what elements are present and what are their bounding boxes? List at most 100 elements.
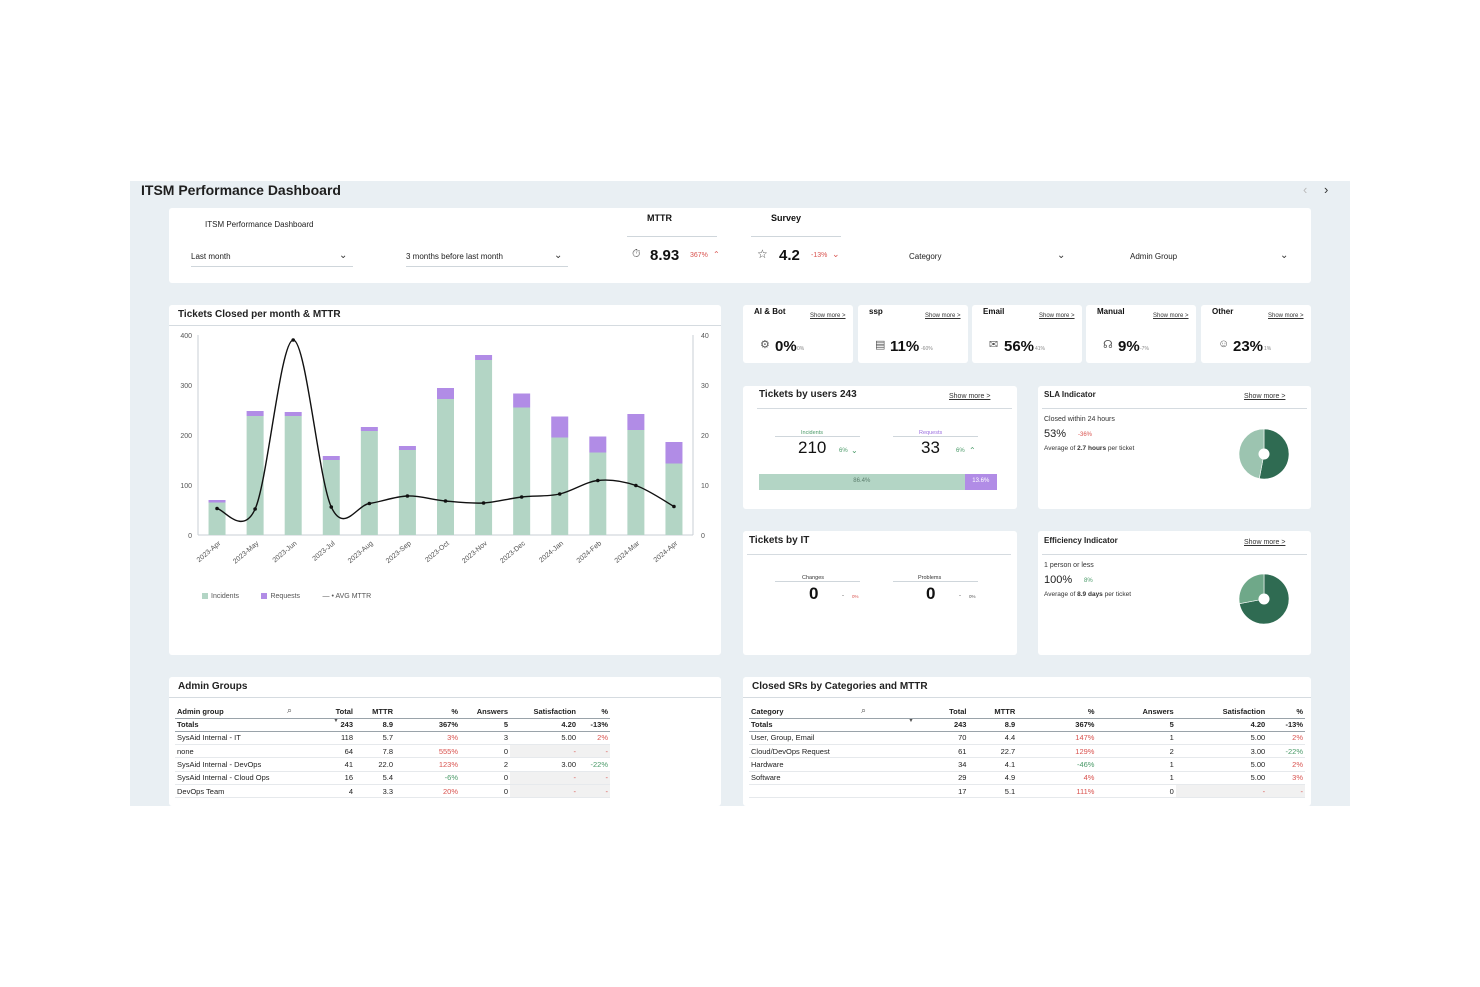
table-cell: -22% xyxy=(1267,744,1305,759)
totals-row[interactable]: Totals 243 8.9 367% 5 4.20 -13% xyxy=(175,718,610,732)
dashboard-name: ITSM Performance Dashboard xyxy=(205,220,314,229)
table-row[interactable]: 17 5.1 111% 0- - xyxy=(749,784,1305,799)
mttr-point xyxy=(596,478,600,483)
admin-group-dropdown[interactable]: Admin Group ⌄ xyxy=(1130,250,1290,266)
next-page-button[interactable]: › xyxy=(1324,182,1329,197)
table-row[interactable]: SysAid Internal - Cloud Ops 16 5.4 -6% 0- - xyxy=(175,771,610,785)
mttr-point xyxy=(367,501,372,506)
bar-incidents xyxy=(589,452,607,535)
period-value: Last month xyxy=(191,252,231,261)
bar-requests xyxy=(665,442,683,464)
source-show-more-link[interactable]: Show more > xyxy=(1039,313,1075,319)
table-cell: 367% xyxy=(395,718,460,732)
users-show-more-link[interactable]: Show more > xyxy=(949,393,991,400)
totals-row[interactable]: Totals 243 8.9 367% 5 4.20 -13% xyxy=(749,718,1305,732)
column-header[interactable]: Total xyxy=(895,705,969,719)
efficiency-show-more-link[interactable]: Show more > xyxy=(1244,539,1286,546)
mttr-point xyxy=(329,505,334,509)
table-cell: 5.7 xyxy=(355,731,395,746)
column-header[interactable]: % xyxy=(1017,705,1097,719)
table-cell: 243 xyxy=(295,718,355,732)
x-tick-label: 2024-Apr xyxy=(653,540,680,564)
bot-icon: ⚙ xyxy=(760,339,770,351)
source-label: Manual xyxy=(1097,307,1125,316)
chevron-down-icon: ⌄ xyxy=(832,249,840,259)
table-cell: SysAid Internal - Cloud Ops xyxy=(175,771,295,785)
table-cell: User, Group, Email xyxy=(749,731,896,746)
column-header[interactable]: % xyxy=(1267,705,1305,719)
column-header[interactable]: Admin group xyxy=(175,705,295,719)
tickets-by-users-card: Tickets by users 243 Show more > Inciden… xyxy=(743,386,1017,509)
source-show-more-link[interactable]: Show more > xyxy=(925,313,961,319)
table-cell: Totals xyxy=(749,718,896,732)
table-cell: 0 xyxy=(460,744,510,759)
table-cell: 7.8 xyxy=(355,744,395,759)
table-row[interactable]: User, Group, Email 70 4.4 147% 1 5.00 2% xyxy=(749,731,1305,746)
source-show-more-link[interactable]: Show more > xyxy=(810,313,846,319)
sla-change: -36% xyxy=(1078,432,1093,438)
mttr-point xyxy=(634,483,638,488)
table-cell: 0 xyxy=(460,771,510,785)
x-tick-label: 2023-Oct xyxy=(424,540,451,564)
sla-donut-chart xyxy=(1238,428,1290,480)
problems-dash: - xyxy=(959,593,961,599)
table-cell: 20% xyxy=(395,784,460,799)
table-row[interactable]: Hardware 34 4.1 -46% 1 5.00 2% xyxy=(749,757,1305,772)
category-dropdown[interactable]: Category ⌄ xyxy=(909,250,1069,266)
table-cell: 3% xyxy=(1267,771,1305,785)
column-header[interactable]: Satisfaction xyxy=(1175,705,1268,719)
source-change: 1% xyxy=(1264,346,1272,352)
sla-show-more-link[interactable]: Show more > xyxy=(1244,393,1286,400)
page-title: ITSM Performance Dashboard xyxy=(141,182,341,198)
table-row[interactable]: SysAid Internal - DevOps 41 22.0 123% 2 3.00-… xyxy=(175,757,610,772)
requests-change: 6% xyxy=(956,448,965,454)
x-tick-label: 2023-Aug xyxy=(347,540,375,565)
chevron-up-icon: ⌃ xyxy=(969,446,976,455)
source-card-other: Other Show more > ☺ 23% 1% xyxy=(1201,305,1311,363)
mttr-point xyxy=(672,504,676,509)
column-header[interactable]: Answers xyxy=(460,705,510,719)
y2-tick-label: 30 xyxy=(701,383,709,390)
source-card-ssp: ssp Show more > ▤ 11% -60% xyxy=(858,305,968,363)
source-show-more-link[interactable]: Show more > xyxy=(1268,313,1304,319)
source-value: 11% xyxy=(890,338,920,355)
sla-average: Average of 2.7 hours per ticket xyxy=(1044,445,1135,452)
compare-dropdown[interactable]: 3 months before last month ⌄ xyxy=(406,250,568,267)
donut-hole xyxy=(1258,593,1270,605)
y2-tick-label: 20 xyxy=(701,433,709,440)
source-label: Email xyxy=(983,307,1005,316)
column-header[interactable]: % xyxy=(578,705,610,719)
x-tick-label: 2023-Sep xyxy=(385,540,413,565)
column-header[interactable]: MTTR xyxy=(355,705,395,719)
efficiency-value: 100% xyxy=(1044,574,1073,586)
table-row[interactable]: Software 29 4.9 4% 1 5.00 3% xyxy=(749,771,1305,785)
table-cell: 2% xyxy=(1267,731,1305,746)
table-cell: -22% xyxy=(578,757,610,772)
bar-requests xyxy=(398,446,416,450)
table-cell: 4.4 xyxy=(968,731,1018,746)
category-value: Category xyxy=(909,252,942,261)
bar-requests xyxy=(627,414,645,430)
prev-page-button[interactable]: ‹ xyxy=(1303,182,1308,197)
table-row[interactable]: SysAid Internal - IT 118 5.7 3% 3 5.00 2% xyxy=(175,731,610,746)
column-header[interactable]: Satisfaction xyxy=(510,705,578,719)
admin-groups-title: Admin Groups xyxy=(178,681,248,692)
source-show-more-link[interactable]: Show more > xyxy=(1153,313,1189,319)
period-dropdown[interactable]: Last month ⌄ xyxy=(191,250,353,267)
table-cell: 111% xyxy=(1017,784,1097,799)
column-header[interactable]: Category xyxy=(749,705,896,719)
chevron-down-icon: ⌄ xyxy=(339,250,348,261)
table-cell: -6% xyxy=(395,771,460,785)
admin-groups-card: Admin Groups ⌕ ▼ Admin group Total MTTR% An… xyxy=(169,677,721,806)
table-cell: SysAid Internal - IT xyxy=(175,731,295,746)
table-row[interactable]: DevOps Team 4 3.3 20% 0- - xyxy=(175,784,610,799)
table-cell: 0 xyxy=(1096,784,1176,799)
column-header[interactable]: % xyxy=(395,705,460,719)
column-header[interactable]: Answers xyxy=(1096,705,1176,719)
table-row[interactable]: none 64 7.8 555% 0- - xyxy=(175,744,610,759)
bar-incidents xyxy=(322,460,340,535)
headset-icon: ☊ xyxy=(1103,339,1113,351)
table-row[interactable]: Cloud/DevOps Request 61 22.7 129% 2 3.00 -22% xyxy=(749,744,1305,759)
column-header[interactable]: MTTR xyxy=(968,705,1018,719)
column-header[interactable]: Total xyxy=(295,705,355,719)
